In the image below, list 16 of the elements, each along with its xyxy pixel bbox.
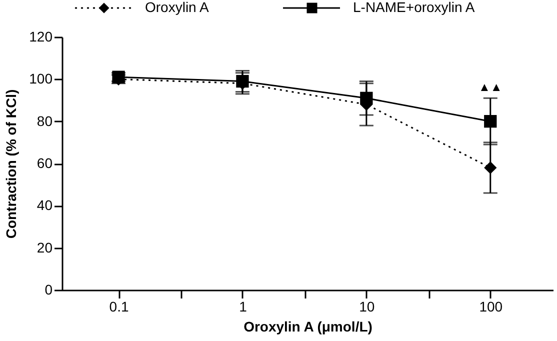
- x-tick-label: 10: [359, 298, 375, 314]
- annotation: ▲▲: [478, 80, 502, 94]
- legend-label: L-NAME+oroxylin A: [353, 0, 476, 15]
- y-tick-label: 60: [36, 155, 53, 171]
- y-tick-label: 80: [36, 112, 53, 129]
- y-tick-label: 20: [36, 239, 53, 256]
- y-tick-label: 0: [44, 282, 53, 298]
- x-tick-label: 100: [479, 298, 503, 314]
- legend-label: Oroxylin A: [145, 0, 210, 15]
- y-tick-label: 40: [36, 197, 53, 214]
- y-tick-label: 120: [29, 28, 53, 44]
- x-axis-title: Oroxylin A (μmol/L): [244, 318, 372, 334]
- x-tick-label: 0.1: [109, 298, 129, 314]
- y-axis-title: Contraction (% of KCl): [3, 89, 20, 239]
- y-tick-label: 100: [29, 70, 53, 87]
- x-tick-label: 1: [239, 298, 248, 314]
